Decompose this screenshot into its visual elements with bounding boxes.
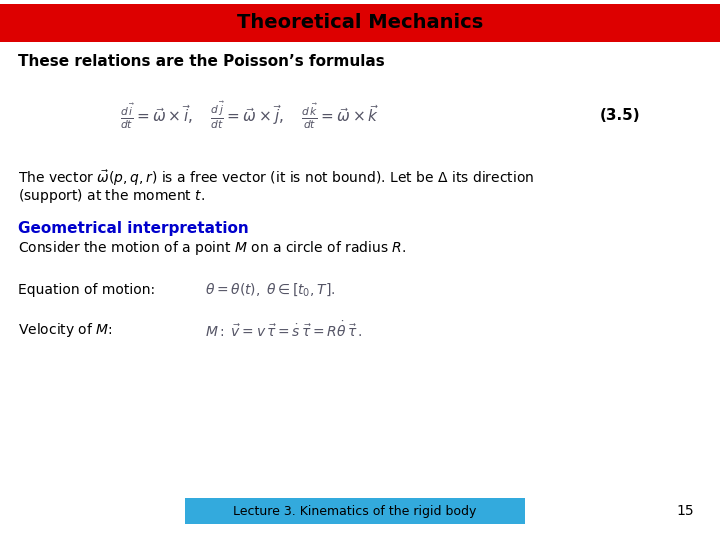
FancyBboxPatch shape xyxy=(0,4,720,42)
Text: $\theta = \theta(t),\; \theta \in [t_0, T].$: $\theta = \theta(t),\; \theta \in [t_0, … xyxy=(205,281,336,299)
Text: Equation of motion:: Equation of motion: xyxy=(18,283,155,297)
Text: Velocity of $M$:: Velocity of $M$: xyxy=(18,321,112,339)
Text: Theoretical Mechanics: Theoretical Mechanics xyxy=(237,14,483,32)
Text: The vector $\vec{\omega}(p,q,r)$ is a free vector (it is not bound). Let be $\De: The vector $\vec{\omega}(p,q,r)$ is a fr… xyxy=(18,168,534,188)
Text: $M:\; \vec{v} = v\,\vec{\tau} = \dot{s}\,\vec{\tau} = R\dot{\theta}\,\vec{\tau}\: $M:\; \vec{v} = v\,\vec{\tau} = \dot{s}\… xyxy=(205,320,363,340)
Text: Geometrical interpretation: Geometrical interpretation xyxy=(18,220,248,235)
Text: (3.5): (3.5) xyxy=(600,107,640,123)
Text: (support) at the moment $t$.: (support) at the moment $t$. xyxy=(18,187,205,205)
Text: Consider the motion of a point $M$ on a circle of radius $R$.: Consider the motion of a point $M$ on a … xyxy=(18,239,406,257)
Text: These relations are the Poisson’s formulas: These relations are the Poisson’s formul… xyxy=(18,55,384,70)
Text: 15: 15 xyxy=(676,504,694,518)
FancyBboxPatch shape xyxy=(185,498,525,524)
Text: Lecture 3. Kinematics of the rigid body: Lecture 3. Kinematics of the rigid body xyxy=(233,504,477,517)
Text: $\frac{d\,\vec{i}}{dt} = \vec{\omega} \times \vec{i},$$\quad \frac{d\,\vec{j}}{d: $\frac{d\,\vec{i}}{dt} = \vec{\omega} \t… xyxy=(120,99,379,131)
